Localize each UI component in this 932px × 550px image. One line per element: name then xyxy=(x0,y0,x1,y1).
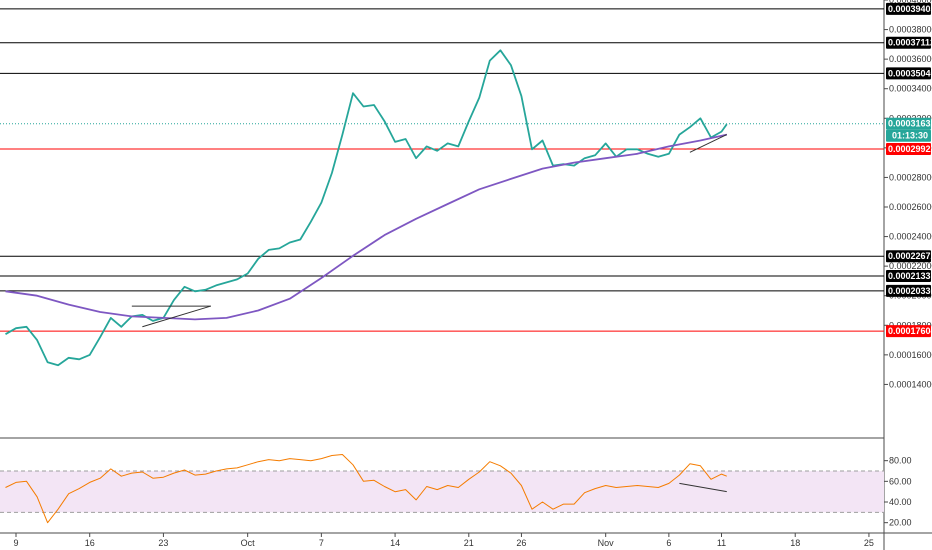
countdown-label: 01:13:30 xyxy=(892,131,928,141)
rsi-divergence-line xyxy=(679,482,727,493)
level-price-tag xyxy=(886,284,931,297)
current-price-label: 0.00031632 xyxy=(888,119,932,129)
price-tick-label: 0.00028000 xyxy=(889,172,932,182)
level-price-tag xyxy=(886,36,931,49)
time-tick-label: 26 xyxy=(516,538,526,548)
level-price-label: 0.00020330 xyxy=(888,286,932,296)
rsi-band xyxy=(0,471,884,513)
time-tick-label: 18 xyxy=(790,538,800,548)
price-tick-label: 0.00014000 xyxy=(889,379,932,389)
time-tick-label: 14 xyxy=(390,538,400,548)
price-tick-label: 0.00026000 xyxy=(889,202,932,212)
price-tick-label: 0.00040000 xyxy=(889,0,932,5)
level-price-label: 0.00022672 xyxy=(888,251,932,261)
time-tick-label: Oct xyxy=(241,538,256,548)
rsi-tick-label: 20.00 xyxy=(889,518,912,528)
current-price-tag xyxy=(886,117,931,130)
level-price-tag xyxy=(886,269,931,282)
level-price-tag xyxy=(886,325,931,338)
time-tick-label: 16 xyxy=(85,538,95,548)
price-tick-label: 0.00036000 xyxy=(889,54,932,64)
time-tick-label: 25 xyxy=(864,538,874,548)
price-tick-label: 0.00022000 xyxy=(889,261,932,271)
trend-line xyxy=(142,305,211,328)
level-price-tag xyxy=(886,2,931,15)
level-price-tag xyxy=(886,143,931,156)
time-tick-label: 21 xyxy=(464,538,474,548)
rsi-tick-label: 40.00 xyxy=(889,497,912,507)
level-price-tag xyxy=(886,250,931,263)
time-tick-label: 11 xyxy=(717,538,726,548)
price-tick-label: 0.00024000 xyxy=(889,232,932,242)
price-tick-label: 0.00016000 xyxy=(889,350,932,360)
level-price-label: 0.00017604 xyxy=(888,326,932,336)
countdown-tag xyxy=(886,129,931,142)
time-tick-label: Nov xyxy=(598,538,615,548)
level-price-label: 0.00029922 xyxy=(888,144,932,154)
time-tick-label: 6 xyxy=(666,538,671,548)
rsi-line xyxy=(5,454,727,524)
trend-line xyxy=(689,134,727,153)
level-price-label: 0.00039403 xyxy=(888,4,932,14)
time-tick-label: 7 xyxy=(319,538,324,548)
time-tick-label: 9 xyxy=(13,538,18,548)
level-price-label: 0.00035040 xyxy=(888,68,932,78)
price-line xyxy=(5,49,728,367)
rsi-tick-label: 80.00 xyxy=(889,456,912,466)
time-tick-label: 23 xyxy=(158,538,168,548)
level-price-label: 0.00037112 xyxy=(888,38,932,48)
price-tick-label: 0.00038000 xyxy=(889,25,932,35)
rsi-tick-label: 60.00 xyxy=(889,476,912,486)
moving-average-line xyxy=(5,133,727,321)
price-tick-label: 0.00034000 xyxy=(889,84,932,94)
level-price-tag xyxy=(886,67,931,80)
level-price-label: 0.00021337 xyxy=(888,271,932,281)
